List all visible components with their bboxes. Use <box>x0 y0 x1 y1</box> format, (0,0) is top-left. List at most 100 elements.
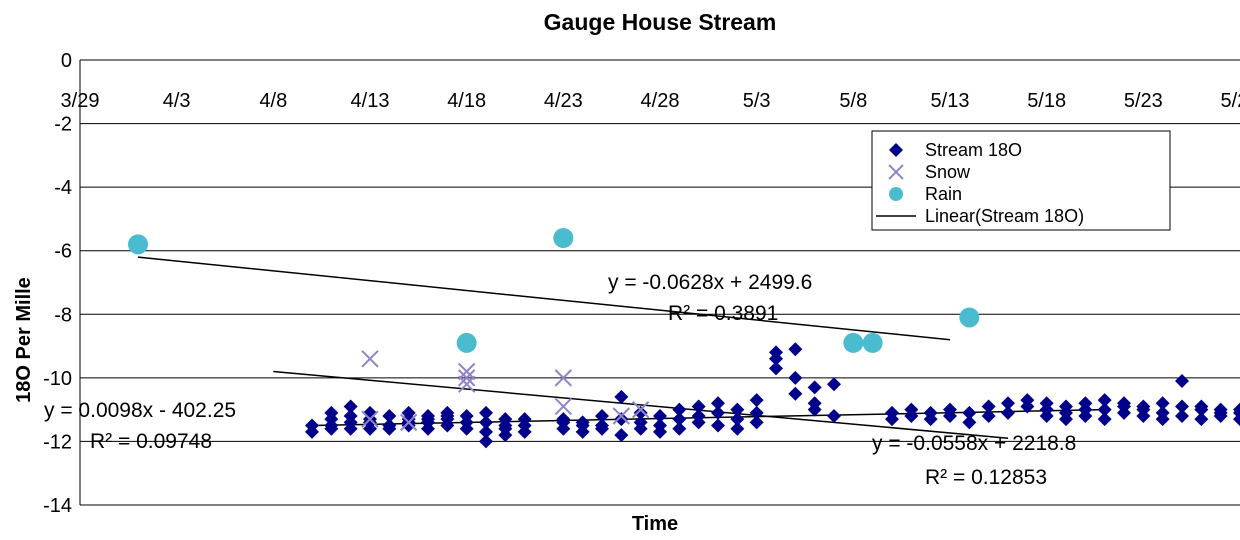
gridlines <box>79 59 1240 506</box>
stream-point <box>517 424 532 439</box>
stream-point <box>575 415 590 430</box>
snow-x-stroke <box>457 362 476 381</box>
trendline <box>137 256 951 341</box>
stream-point <box>324 418 339 433</box>
stream-point <box>672 421 687 436</box>
stream-point <box>788 370 803 385</box>
stream-point <box>633 405 648 420</box>
stream-point <box>479 415 493 430</box>
stream-point <box>1078 409 1093 423</box>
stream-point <box>1175 409 1189 423</box>
x-tick-label: 5/3 <box>743 90 771 112</box>
rain-point <box>959 307 980 328</box>
stream-point <box>1097 393 1112 408</box>
stream-point <box>769 361 783 376</box>
stream-point <box>1039 409 1054 423</box>
stream-point <box>595 418 609 433</box>
trendline-r-squared: R² = 0.3891 <box>668 302 778 325</box>
y-tick-labels: 0 -2 -4 -6 -8 -10 -12 -14 <box>43 50 72 517</box>
snow-x-stroke <box>888 164 904 180</box>
stream-point <box>827 409 841 423</box>
x-tick-labels: 3/29 4/3 4/8 4/13 4/18 4/23 4/28 5/3 5/8 5/13 5/18… <box>61 90 1240 112</box>
stream-point <box>730 412 745 427</box>
x-tick-label: 5/28 <box>1221 90 1240 112</box>
snow-point <box>612 407 631 425</box>
stream-point <box>807 380 822 395</box>
y-axis-title: 18O Per Mille <box>13 277 35 403</box>
stream-point <box>556 412 571 427</box>
stream-point <box>749 393 764 408</box>
y-tick-label: -2 <box>54 114 72 136</box>
stream-point <box>962 405 977 420</box>
stream-point <box>788 342 803 357</box>
stream-point <box>614 412 629 427</box>
legend-label: Stream 18O <box>925 140 1022 160</box>
x-tick-label: 5/18 <box>1027 90 1066 112</box>
snow-x-stroke <box>457 369 476 387</box>
snow-point <box>399 413 418 432</box>
stream-point <box>1233 412 1240 427</box>
y-tick-label: -14 <box>43 495 72 517</box>
legend-symbol-snow <box>888 164 904 180</box>
y-tick-label: -8 <box>54 304 72 326</box>
y-tick-label: -12 <box>43 431 72 453</box>
trendline-equation: y = 0.0098x - 402.25 <box>44 399 236 422</box>
stream-point <box>691 415 706 430</box>
stream-point <box>595 409 609 423</box>
stream-point <box>672 402 687 417</box>
stream-point <box>653 409 667 423</box>
stream-point <box>479 434 493 449</box>
rain-point <box>456 332 477 353</box>
snow-point <box>631 400 650 419</box>
stream-point <box>672 412 687 427</box>
stream-point <box>1136 399 1151 414</box>
stream-point <box>498 428 513 443</box>
stream-point <box>981 399 996 414</box>
stream-point <box>711 405 725 420</box>
data-points <box>128 228 1240 449</box>
stream-point <box>633 421 648 436</box>
stream-point <box>1097 412 1112 427</box>
stream-point <box>730 421 745 436</box>
snow-x-stroke <box>554 369 573 387</box>
y-tick-label: -4 <box>54 177 72 199</box>
snow-point <box>457 369 476 387</box>
stream-point <box>382 421 397 436</box>
stream-point <box>653 424 667 439</box>
stream-point <box>711 396 725 411</box>
trendline-equations: y = -0.0628x + 2499.6 R² = 0.3891 y = -0.0… <box>44 271 1076 489</box>
trendline <box>273 370 1009 439</box>
snow-point <box>361 410 379 428</box>
stream-point <box>1175 374 1189 389</box>
stream-point <box>1097 402 1112 417</box>
stream-point <box>440 409 455 423</box>
stream-point <box>614 428 629 443</box>
chart-title: Gauge House Stream <box>544 9 777 35</box>
x-tick-label: 5/23 <box>1124 90 1163 112</box>
x-tick-label: 4/18 <box>447 90 486 112</box>
stream-point <box>305 418 319 433</box>
stream-point <box>749 405 764 420</box>
stream-point <box>401 405 416 420</box>
stream-point <box>1213 409 1228 423</box>
x-tick-label: 5/8 <box>839 90 867 112</box>
rain-point <box>862 332 883 353</box>
stream-point <box>343 421 358 436</box>
stream-point <box>1039 396 1054 411</box>
rain-point <box>553 228 574 248</box>
y-tick-label: 0 <box>61 50 72 72</box>
snow-point <box>554 397 573 416</box>
stream-point <box>827 377 841 392</box>
stream-point <box>749 415 764 430</box>
stream-point <box>1136 409 1151 423</box>
stream-point <box>1117 396 1131 411</box>
stream-point <box>459 409 474 423</box>
stream-point <box>691 399 706 414</box>
stream-point <box>1175 399 1189 414</box>
snow-x-stroke <box>399 413 418 432</box>
stream-point <box>788 386 803 401</box>
stream-point <box>575 424 590 439</box>
stream-point <box>1059 399 1073 414</box>
snow-point <box>457 362 476 381</box>
